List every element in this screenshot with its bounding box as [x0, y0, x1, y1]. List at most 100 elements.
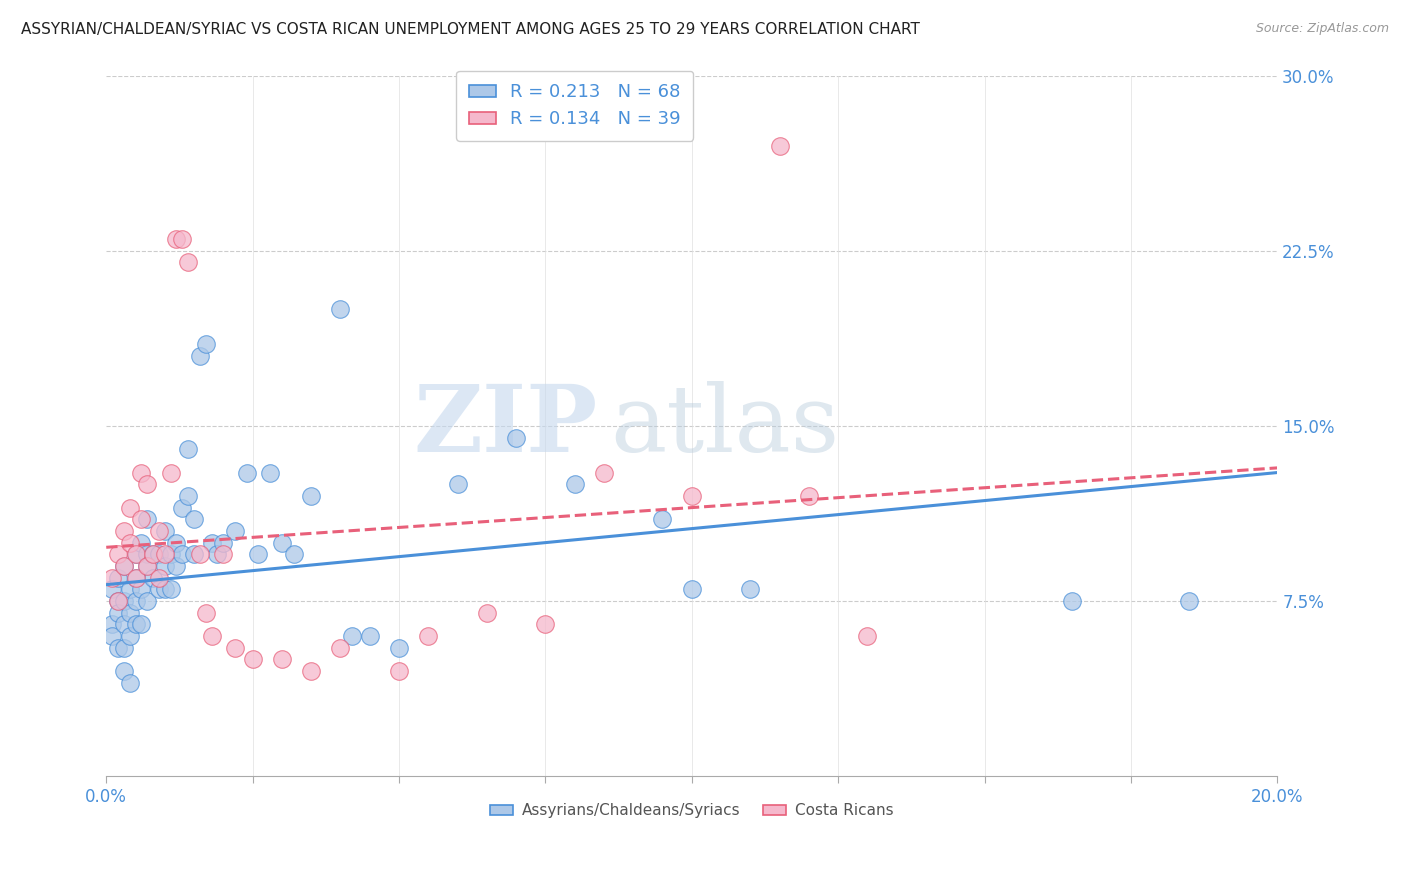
Point — [329, 301, 352, 316]
Point — [112, 524, 135, 538]
Point — [177, 442, 200, 457]
Point — [142, 547, 165, 561]
Point — [177, 255, 200, 269]
Point — [212, 535, 235, 549]
Point — [101, 582, 124, 597]
Point — [212, 547, 235, 561]
Point — [136, 559, 159, 574]
Point — [107, 640, 129, 655]
Point — [118, 535, 141, 549]
Point — [475, 606, 498, 620]
Point — [153, 524, 176, 538]
Point — [148, 582, 170, 597]
Text: ZIP: ZIP — [413, 381, 598, 471]
Legend: Assyrians/Chaldeans/Syriacs, Costa Ricans: Assyrians/Chaldeans/Syriacs, Costa Rican… — [484, 797, 900, 824]
Point — [166, 232, 188, 246]
Point — [107, 594, 129, 608]
Point — [159, 582, 181, 597]
Point — [418, 629, 440, 643]
Point — [136, 477, 159, 491]
Point — [112, 617, 135, 632]
Point — [107, 571, 129, 585]
Point — [797, 489, 820, 503]
Point — [112, 559, 135, 574]
Point — [505, 430, 527, 444]
Point — [166, 535, 188, 549]
Point — [177, 489, 200, 503]
Point — [118, 675, 141, 690]
Point — [1178, 594, 1201, 608]
Point — [188, 547, 211, 561]
Point — [224, 640, 246, 655]
Point — [242, 652, 264, 666]
Point — [101, 629, 124, 643]
Point — [188, 349, 211, 363]
Point — [136, 594, 159, 608]
Point — [112, 559, 135, 574]
Point — [142, 571, 165, 585]
Point — [124, 547, 146, 561]
Point — [153, 559, 176, 574]
Point — [283, 547, 305, 561]
Point — [172, 500, 194, 515]
Point — [136, 559, 159, 574]
Point — [148, 571, 170, 585]
Point — [207, 547, 229, 561]
Point — [329, 640, 352, 655]
Point — [299, 664, 322, 678]
Point — [183, 547, 205, 561]
Point — [681, 582, 703, 597]
Point — [118, 500, 141, 515]
Point — [101, 617, 124, 632]
Point — [118, 582, 141, 597]
Text: ASSYRIAN/CHALDEAN/SYRIAC VS COSTA RICAN UNEMPLOYMENT AMONG AGES 25 TO 29 YEARS C: ASSYRIAN/CHALDEAN/SYRIAC VS COSTA RICAN … — [21, 22, 920, 37]
Point — [131, 466, 153, 480]
Point — [183, 512, 205, 526]
Point — [124, 594, 146, 608]
Text: atlas: atlas — [610, 381, 839, 471]
Point — [201, 535, 224, 549]
Point — [651, 512, 673, 526]
Text: Source: ZipAtlas.com: Source: ZipAtlas.com — [1256, 22, 1389, 36]
Point — [172, 547, 194, 561]
Point — [446, 477, 468, 491]
Point — [112, 640, 135, 655]
Point — [270, 535, 292, 549]
Point — [124, 571, 146, 585]
Point — [136, 547, 159, 561]
Point — [388, 664, 411, 678]
Point — [247, 547, 270, 561]
Point — [131, 535, 153, 549]
Point — [124, 571, 146, 585]
Point — [1062, 594, 1084, 608]
Point — [172, 232, 194, 246]
Point — [131, 512, 153, 526]
Point — [259, 466, 281, 480]
Point — [194, 337, 217, 351]
Point — [159, 547, 181, 561]
Point — [148, 524, 170, 538]
Point — [270, 652, 292, 666]
Point — [681, 489, 703, 503]
Point — [107, 547, 129, 561]
Point — [340, 629, 363, 643]
Point — [359, 629, 381, 643]
Point — [112, 594, 135, 608]
Point — [194, 606, 217, 620]
Point — [124, 617, 146, 632]
Point — [148, 547, 170, 561]
Point — [107, 594, 129, 608]
Point — [740, 582, 762, 597]
Point — [856, 629, 879, 643]
Point — [153, 547, 176, 561]
Point — [118, 606, 141, 620]
Point — [299, 489, 322, 503]
Point — [768, 138, 790, 153]
Point — [101, 571, 124, 585]
Point — [131, 582, 153, 597]
Point — [131, 617, 153, 632]
Point — [142, 547, 165, 561]
Point — [107, 606, 129, 620]
Point — [224, 524, 246, 538]
Point — [388, 640, 411, 655]
